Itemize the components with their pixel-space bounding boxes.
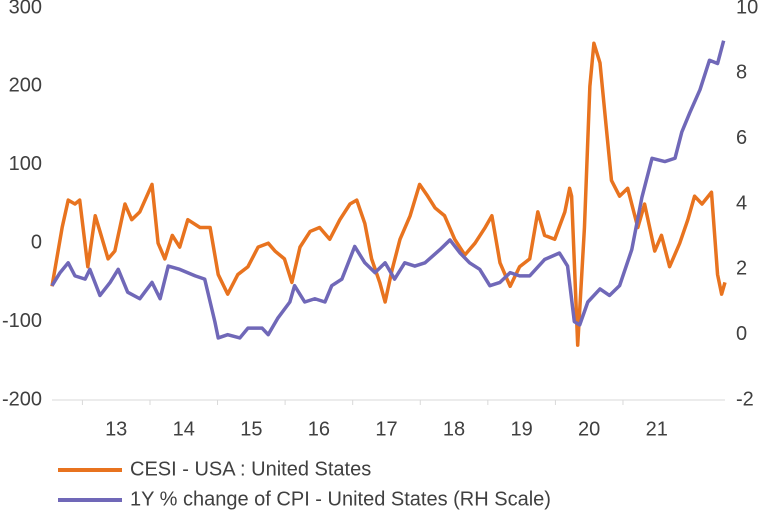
y2-tick-label: 0 — [736, 323, 747, 345]
y2-tick-label: 10 — [736, 0, 758, 18]
series-line — [50, 40, 726, 340]
x-tick-label: 21 — [646, 418, 668, 440]
x-tick-label: 20 — [578, 418, 600, 440]
y-tick-label: -100 — [2, 310, 42, 332]
y-tick-label: 200 — [9, 75, 42, 97]
legend-label: 1Y % change of CPI - United States (RH S… — [130, 488, 551, 510]
y2-tick-label: 6 — [736, 127, 747, 149]
x-tick-label: 13 — [105, 418, 127, 440]
x-tick-label: 19 — [510, 418, 532, 440]
y2-tick-label: 4 — [736, 192, 747, 214]
series-line — [50, 41, 727, 347]
y2-tick-label: -2 — [736, 388, 754, 410]
legend-label: CESI - USA : United States — [130, 458, 371, 480]
y2-tick-label: 8 — [736, 62, 747, 84]
x-tick-label: 17 — [375, 418, 397, 440]
y2-tick-label: 2 — [736, 258, 747, 280]
y-tick-label: 100 — [9, 153, 42, 175]
x-tick-label: 15 — [240, 418, 262, 440]
y-tick-label: 300 — [9, 0, 42, 18]
x-tick-label: 16 — [308, 418, 330, 440]
x-tick-label: 18 — [443, 418, 465, 440]
y-tick-label: 0 — [31, 231, 42, 253]
x-tick-label: 14 — [173, 418, 195, 440]
y-tick-label: -200 — [2, 388, 42, 410]
